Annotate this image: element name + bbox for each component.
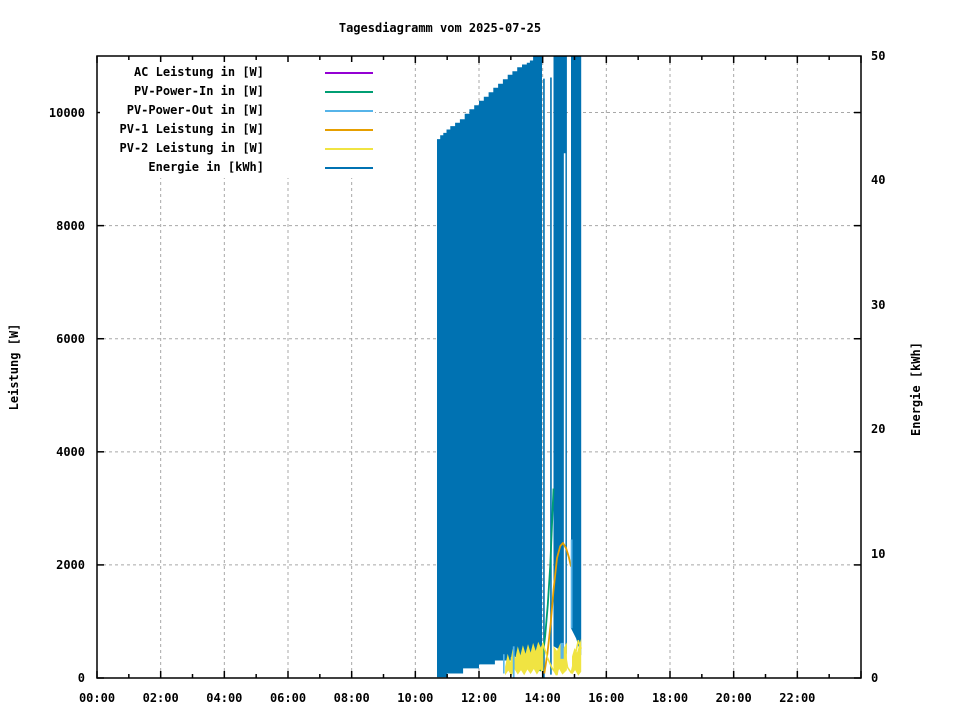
- y2-tick-label: 40: [871, 173, 886, 188]
- x-tick-label: 00:00: [78, 691, 116, 705]
- x-tick-label: 08:00: [333, 691, 370, 705]
- legend-item-3: PV-1 Leistung in [W]: [102, 120, 373, 139]
- x-tick-label: 12:00: [460, 691, 498, 705]
- legend-label: PV-Power-In in [W]: [133, 84, 264, 98]
- x-tick-label: 16:00: [588, 691, 625, 705]
- series-power-band-main: [437, 56, 542, 678]
- legend-line-swatch: [325, 128, 373, 131]
- y-tick-label: 6000: [56, 331, 85, 346]
- legend-line-swatch: [325, 109, 373, 112]
- legend-line-swatch: [325, 166, 373, 169]
- chart-title: Tagesdiagramm vom 2025-07-25: [338, 21, 542, 35]
- y-tick-label: 8000: [56, 218, 85, 233]
- legend-item-1: PV-Power-In in [W]: [102, 82, 373, 101]
- y2-tick-label: 0: [871, 671, 879, 685]
- series-pv2-band-1: [505, 641, 544, 676]
- x-tick-label: 14:00: [524, 691, 561, 705]
- y2-tick-label: 30: [871, 297, 886, 312]
- series-pv-out-bar: [560, 642, 564, 659]
- y-tick-label: 2000: [56, 557, 85, 572]
- x-tick-label: 02:00: [142, 691, 179, 705]
- y2-tick-label: 50: [871, 49, 886, 63]
- legend-item-2: PV-Power-Out in [W]: [102, 101, 373, 120]
- x-tick-label: 10:00: [397, 691, 434, 705]
- x-tick-label: 20:00: [715, 691, 752, 705]
- legend-item-0: AC Leistung in [W]: [102, 63, 373, 82]
- legend-label: PV-1 Leistung in [W]: [119, 122, 265, 136]
- series-pv2-band-3: [572, 638, 582, 676]
- x-tick-label: 04:00: [206, 691, 243, 705]
- x-tick-label: 22:00: [779, 691, 816, 705]
- legend: AC Leistung in [W] PV-Power-In in [W] PV-P…: [100, 62, 375, 178]
- y-tick-label: 4000: [56, 444, 85, 459]
- legend-item-4: PV-2 Leistung in [W]: [102, 139, 373, 158]
- y2-tick-label: 10: [871, 546, 886, 561]
- y-tick-label: 0: [77, 671, 85, 685]
- series-pv1-line: [543, 542, 572, 674]
- series-power-band-2: [553, 56, 567, 654]
- legend-line-swatch: [325, 71, 373, 74]
- series-power-band-3: [571, 56, 582, 656]
- x-tick-label: 18:00: [651, 691, 689, 705]
- legend-label: AC Leistung in [W]: [133, 65, 264, 79]
- legend-line-swatch: [325, 147, 373, 150]
- legend-item-5: Energie in [kWh]: [102, 158, 373, 177]
- legend-line-swatch: [325, 90, 373, 93]
- legend-label: Energie in [kWh]: [148, 160, 264, 174]
- legend-label: PV-2 Leistung in [W]: [119, 141, 265, 155]
- x-tick-label: 06:00: [269, 691, 307, 705]
- y-tick-label: 10000: [48, 105, 85, 120]
- legend-label: PV-Power-Out in [W]: [126, 103, 264, 117]
- y2-tick-label: 20: [871, 422, 886, 437]
